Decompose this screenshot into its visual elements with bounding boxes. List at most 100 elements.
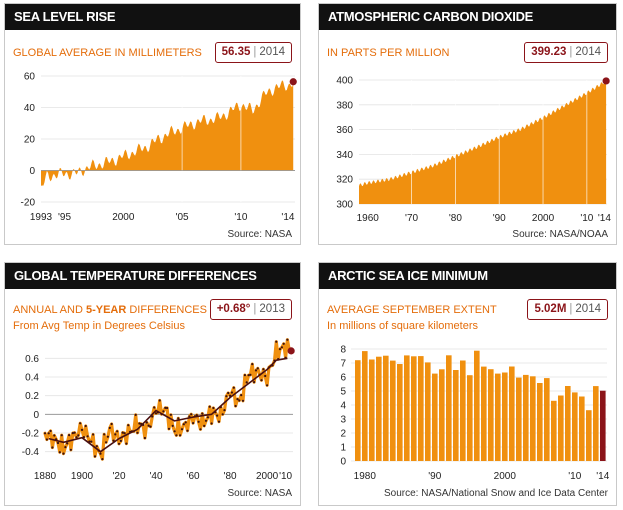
sea-ice-badge: 5.02M | 2014 [527, 299, 608, 320]
bar [551, 400, 557, 461]
x-tick-label: 2000 [256, 471, 279, 482]
bar [460, 360, 466, 461]
annual-point [184, 421, 187, 424]
annual-point [158, 399, 161, 402]
annual-point [64, 446, 67, 449]
annual-point [105, 441, 108, 444]
x-tick-label: '95 [58, 212, 71, 223]
annual-point [162, 410, 165, 413]
annual-point [66, 442, 69, 445]
annual-point [143, 436, 146, 440]
annual-point [208, 405, 211, 408]
bar [446, 355, 452, 461]
bar [404, 355, 410, 461]
y-tick-label: 400 [336, 76, 353, 87]
y-tick-label: 0 [340, 457, 346, 468]
x-tick-label: '14 [598, 213, 611, 224]
five-year-line [48, 357, 288, 453]
annual-point [260, 379, 263, 382]
annual-point [253, 381, 256, 384]
annual-point [51, 446, 54, 449]
bar [565, 386, 571, 461]
x-tick-label: '90 [428, 471, 441, 482]
sea-level-subtitle: GLOBAL AVERAGE IN MILLIMETERS [13, 47, 202, 59]
co2-area [359, 79, 607, 204]
annual-point [201, 412, 204, 415]
bar [593, 386, 599, 461]
y-tick-label: 2 [340, 429, 346, 440]
annual-point [232, 386, 235, 389]
y-tick-label: 340 [336, 150, 353, 161]
bar [495, 373, 501, 461]
sea-level-chart: -20 0 20 40 60 1993 '95 2000 '05 '10 '14 [21, 72, 297, 223]
annual-point [280, 346, 283, 349]
x-tick-label: '10 [279, 471, 292, 482]
annual-point [212, 406, 215, 410]
annual-point [175, 434, 178, 437]
bar [411, 356, 417, 461]
bar [474, 350, 480, 461]
y-tick-label: 0 [29, 166, 35, 177]
temperature-subtitle-2: From Avg Temp in Degrees Celsius [13, 320, 185, 332]
annual-point [117, 442, 121, 445]
x-tick-label: 2000 [494, 471, 517, 482]
annual-point [92, 433, 95, 436]
bar [509, 366, 515, 461]
sea-ice-panel: ARCTIC SEA ICE MINIMUM AVERAGE SEPTEMBER… [318, 262, 617, 506]
annual-point [221, 413, 224, 416]
bar [586, 410, 592, 461]
temperature-chart: -0.4 -0.2 0 0.2 0.4 0.6 1880 1900 '20 '40 '60 '80 20… [22, 338, 295, 482]
annual-point [136, 431, 139, 434]
annual-point [121, 431, 124, 434]
sea-level-badge-value: 56.35 [221, 46, 251, 58]
annual-point [230, 391, 233, 394]
annual-point [84, 424, 87, 428]
x-tick-label: '10 [568, 471, 581, 482]
annual-point [227, 391, 230, 395]
annual-point [56, 441, 60, 445]
annual-point [47, 432, 50, 435]
temperature-badge-year: 2013 [259, 303, 285, 315]
annual-point [278, 348, 282, 351]
annual-point [197, 420, 200, 423]
x-tick-label: '80 [224, 471, 237, 482]
x-tick-label: '70 [405, 213, 418, 224]
x-tick-label: '60 [187, 471, 200, 482]
y-tick-label: 5 [340, 387, 346, 398]
annual-point [90, 440, 93, 443]
bar [544, 378, 550, 461]
annual-point [166, 406, 169, 410]
annual-point [240, 394, 243, 397]
annual-point [251, 363, 254, 366]
sea-ice-subtitle: AVERAGE SEPTEMBER EXTENT [327, 304, 497, 316]
x-tick-label: 1960 [357, 213, 380, 224]
annual-point [241, 399, 245, 402]
last-value-dot [287, 347, 295, 355]
temperature-subtitle-part-b: 5-YEAR [85, 304, 127, 316]
annual-point [171, 424, 174, 427]
annual-point [127, 424, 130, 427]
annual-point [82, 436, 85, 439]
x-tick-label: 2000 [112, 212, 135, 223]
annual-point [149, 425, 152, 428]
y-tick-label: 4 [340, 401, 346, 412]
annual-point [173, 430, 176, 433]
y-tick-label: 8 [340, 345, 346, 356]
bar [439, 369, 445, 461]
y-tick-label: 3 [340, 415, 346, 426]
annual-point [266, 384, 269, 387]
y-tick-label: 380 [336, 100, 353, 111]
annual-point [138, 422, 141, 425]
x-tick-label: 2000 [532, 213, 555, 224]
bar [376, 356, 382, 461]
annual-point [134, 413, 137, 416]
temperature-subtitle-part-a: ANNUAL AND [13, 304, 86, 316]
annual-line [43, 338, 293, 461]
annual-point [192, 422, 195, 425]
y-tick-label: 0 [33, 410, 39, 421]
sea-level-badge-year: 2014 [259, 46, 285, 58]
bar [523, 374, 529, 461]
annual-point [75, 436, 78, 439]
annual-point [53, 434, 56, 437]
bar [530, 376, 536, 461]
